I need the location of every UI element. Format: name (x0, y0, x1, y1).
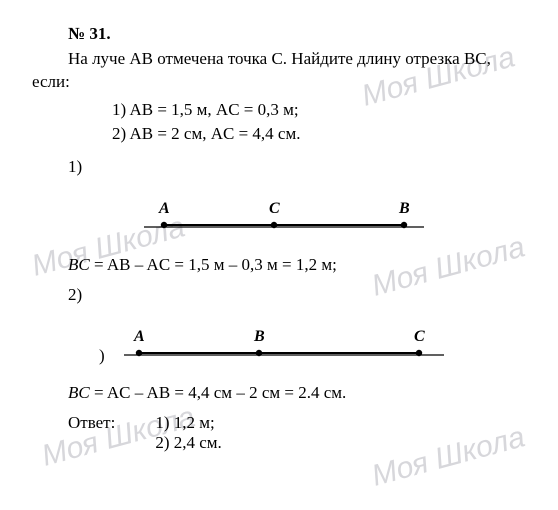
answer-values: 1) 1,2 м; 2) 2,4 см. (155, 413, 221, 453)
given-line-2: 2) AB = 2 см, AC = 4,4 см. (112, 122, 526, 146)
diagram-2: ) A B C (99, 313, 459, 373)
calc-1: BC = AB – AC = 1,5 м – 0,3 м = 1,2 м; (32, 255, 526, 275)
diagram1-B: B (398, 200, 410, 217)
calc-2: BC = AC – AB = 4,4 см – 2 см = 2.4 см. (32, 383, 526, 403)
part-1-label: 1) (32, 157, 526, 177)
answer-label: Ответ: (68, 413, 115, 453)
answer-block: Ответ: 1) 1,2 м; 2) 2,4 см. (32, 413, 526, 453)
answer-line-2: 2) 2,4 см. (155, 433, 221, 453)
diagram1-A: A (158, 200, 170, 217)
calc-1-prefix: BC (68, 255, 90, 274)
problem-number: № 31. (32, 24, 526, 44)
answer-line-1: 1) 1,2 м; (155, 413, 221, 433)
diagram2-A: A (133, 328, 145, 345)
calc-2-rest: = AC – AB = 4,4 см – 2 см = 2.4 см. (90, 383, 347, 402)
problem-statement: На луче AB отмечена точка C. Найдите дли… (32, 48, 526, 94)
diagram-1: A C B (109, 185, 449, 245)
given-block: 1) AB = 1,5 м, AC = 0,3 м; 2) AB = 2 см,… (112, 98, 526, 146)
calc-2-prefix: BC (68, 383, 90, 402)
diagram1-C: C (269, 200, 280, 217)
svg-text:): ) (99, 346, 105, 365)
calc-1-rest: = AB – AC = 1,5 м – 0,3 м = 1,2 м; (90, 255, 337, 274)
diagram2-B: B (253, 328, 265, 345)
diagram2-C: C (414, 328, 425, 345)
given-line-1: 1) AB = 1,5 м, AC = 0,3 м; (112, 98, 526, 122)
part-2-label: 2) (32, 285, 526, 305)
